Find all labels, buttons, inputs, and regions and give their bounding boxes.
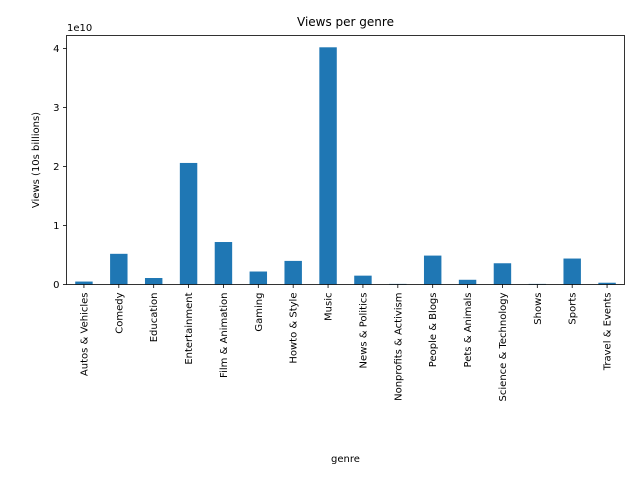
- chart-title: Views per genre: [297, 15, 394, 29]
- bar-6: [284, 260, 302, 285]
- x-tick-label-0: Autos & Vehicles: [79, 293, 90, 377]
- x-tick-label-6: Howto & Style: [289, 293, 300, 364]
- bar-11: [458, 279, 477, 285]
- x-tick-label-9: Nonprofits & Activism: [393, 293, 404, 401]
- y-tick-label-1: 1: [53, 221, 59, 232]
- bar-4: [214, 242, 233, 285]
- y-axis-title: Views (10s billions): [31, 112, 42, 208]
- bar-10: [423, 255, 442, 285]
- x-tick-label-1: Comedy: [114, 292, 125, 333]
- x-tick-label-13: Shows: [533, 293, 544, 325]
- x-tick-label-14: Sports: [568, 293, 579, 325]
- bar-15: [598, 282, 616, 285]
- y-tick-label-0: 0: [53, 280, 59, 291]
- plot-frame: [66, 35, 625, 285]
- x-tick-label-3: Entertainment: [184, 292, 195, 364]
- bar-8: [354, 275, 372, 285]
- x-tick-label-5: Gaming: [254, 293, 265, 332]
- bars-group: [75, 47, 616, 285]
- x-tick-label-12: Science & Technology: [498, 292, 509, 401]
- x-tick-label-11: Pets & Animals: [463, 293, 474, 368]
- x-tick-label-15: Travel & Events: [603, 293, 614, 372]
- bar-2: [144, 278, 163, 285]
- x-axis-title: genre: [331, 454, 360, 465]
- bar-0: [75, 281, 93, 285]
- y-ticks-group: 0 1 2 3 4: [53, 44, 67, 291]
- x-tick-label-8: News & Politics: [358, 293, 369, 369]
- bar-1: [110, 253, 128, 285]
- y-tick-label-4: 4: [53, 44, 59, 55]
- bar-5: [249, 271, 268, 285]
- x-tick-label-2: Education: [149, 293, 160, 343]
- bar-3: [179, 162, 198, 285]
- x-tick-label-7: Music: [324, 293, 335, 321]
- x-tick-label-10: People & Blogs: [428, 293, 439, 368]
- bar-14: [563, 258, 581, 285]
- y-tick-label-2: 2: [53, 162, 59, 173]
- y-multiplier-label: 1e10: [67, 23, 92, 34]
- y-tick-label-3: 3: [53, 103, 59, 114]
- bar-12: [493, 263, 512, 285]
- x-tick-label-4: Film & Animation: [219, 293, 230, 378]
- x-ticks-group: Autos & Vehicles Comedy Education Entertain…: [79, 284, 614, 401]
- bar-7: [319, 47, 337, 285]
